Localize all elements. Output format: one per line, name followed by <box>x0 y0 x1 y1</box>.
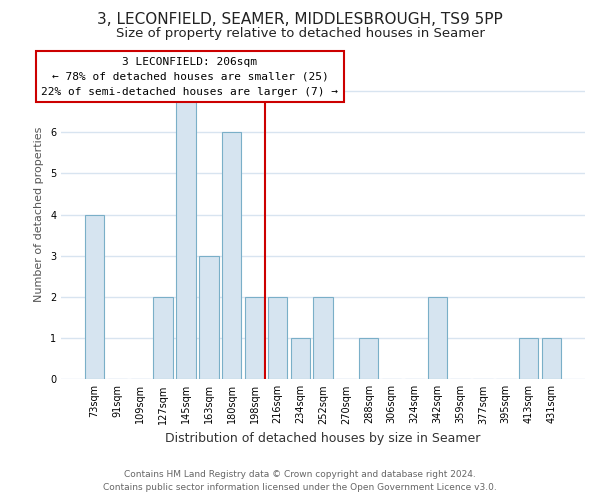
Bar <box>519 338 538 380</box>
Bar <box>268 297 287 380</box>
X-axis label: Distribution of detached houses by size in Seamer: Distribution of detached houses by size … <box>166 432 481 445</box>
Bar <box>359 338 379 380</box>
Bar <box>154 297 173 380</box>
Text: Size of property relative to detached houses in Seamer: Size of property relative to detached ho… <box>116 28 484 40</box>
Y-axis label: Number of detached properties: Number of detached properties <box>34 127 44 302</box>
Text: 3 LECONFIELD: 206sqm
← 78% of detached houses are smaller (25)
22% of semi-detac: 3 LECONFIELD: 206sqm ← 78% of detached h… <box>41 57 338 96</box>
Bar <box>245 297 264 380</box>
Bar <box>290 338 310 380</box>
Bar <box>428 297 447 380</box>
Bar <box>199 256 218 380</box>
Bar <box>313 297 333 380</box>
Text: 3, LECONFIELD, SEAMER, MIDDLESBROUGH, TS9 5PP: 3, LECONFIELD, SEAMER, MIDDLESBROUGH, TS… <box>97 12 503 28</box>
Bar <box>85 214 104 380</box>
Bar <box>222 132 241 380</box>
Text: Contains HM Land Registry data © Crown copyright and database right 2024.
Contai: Contains HM Land Registry data © Crown c… <box>103 470 497 492</box>
Bar <box>176 91 196 380</box>
Bar <box>542 338 561 380</box>
